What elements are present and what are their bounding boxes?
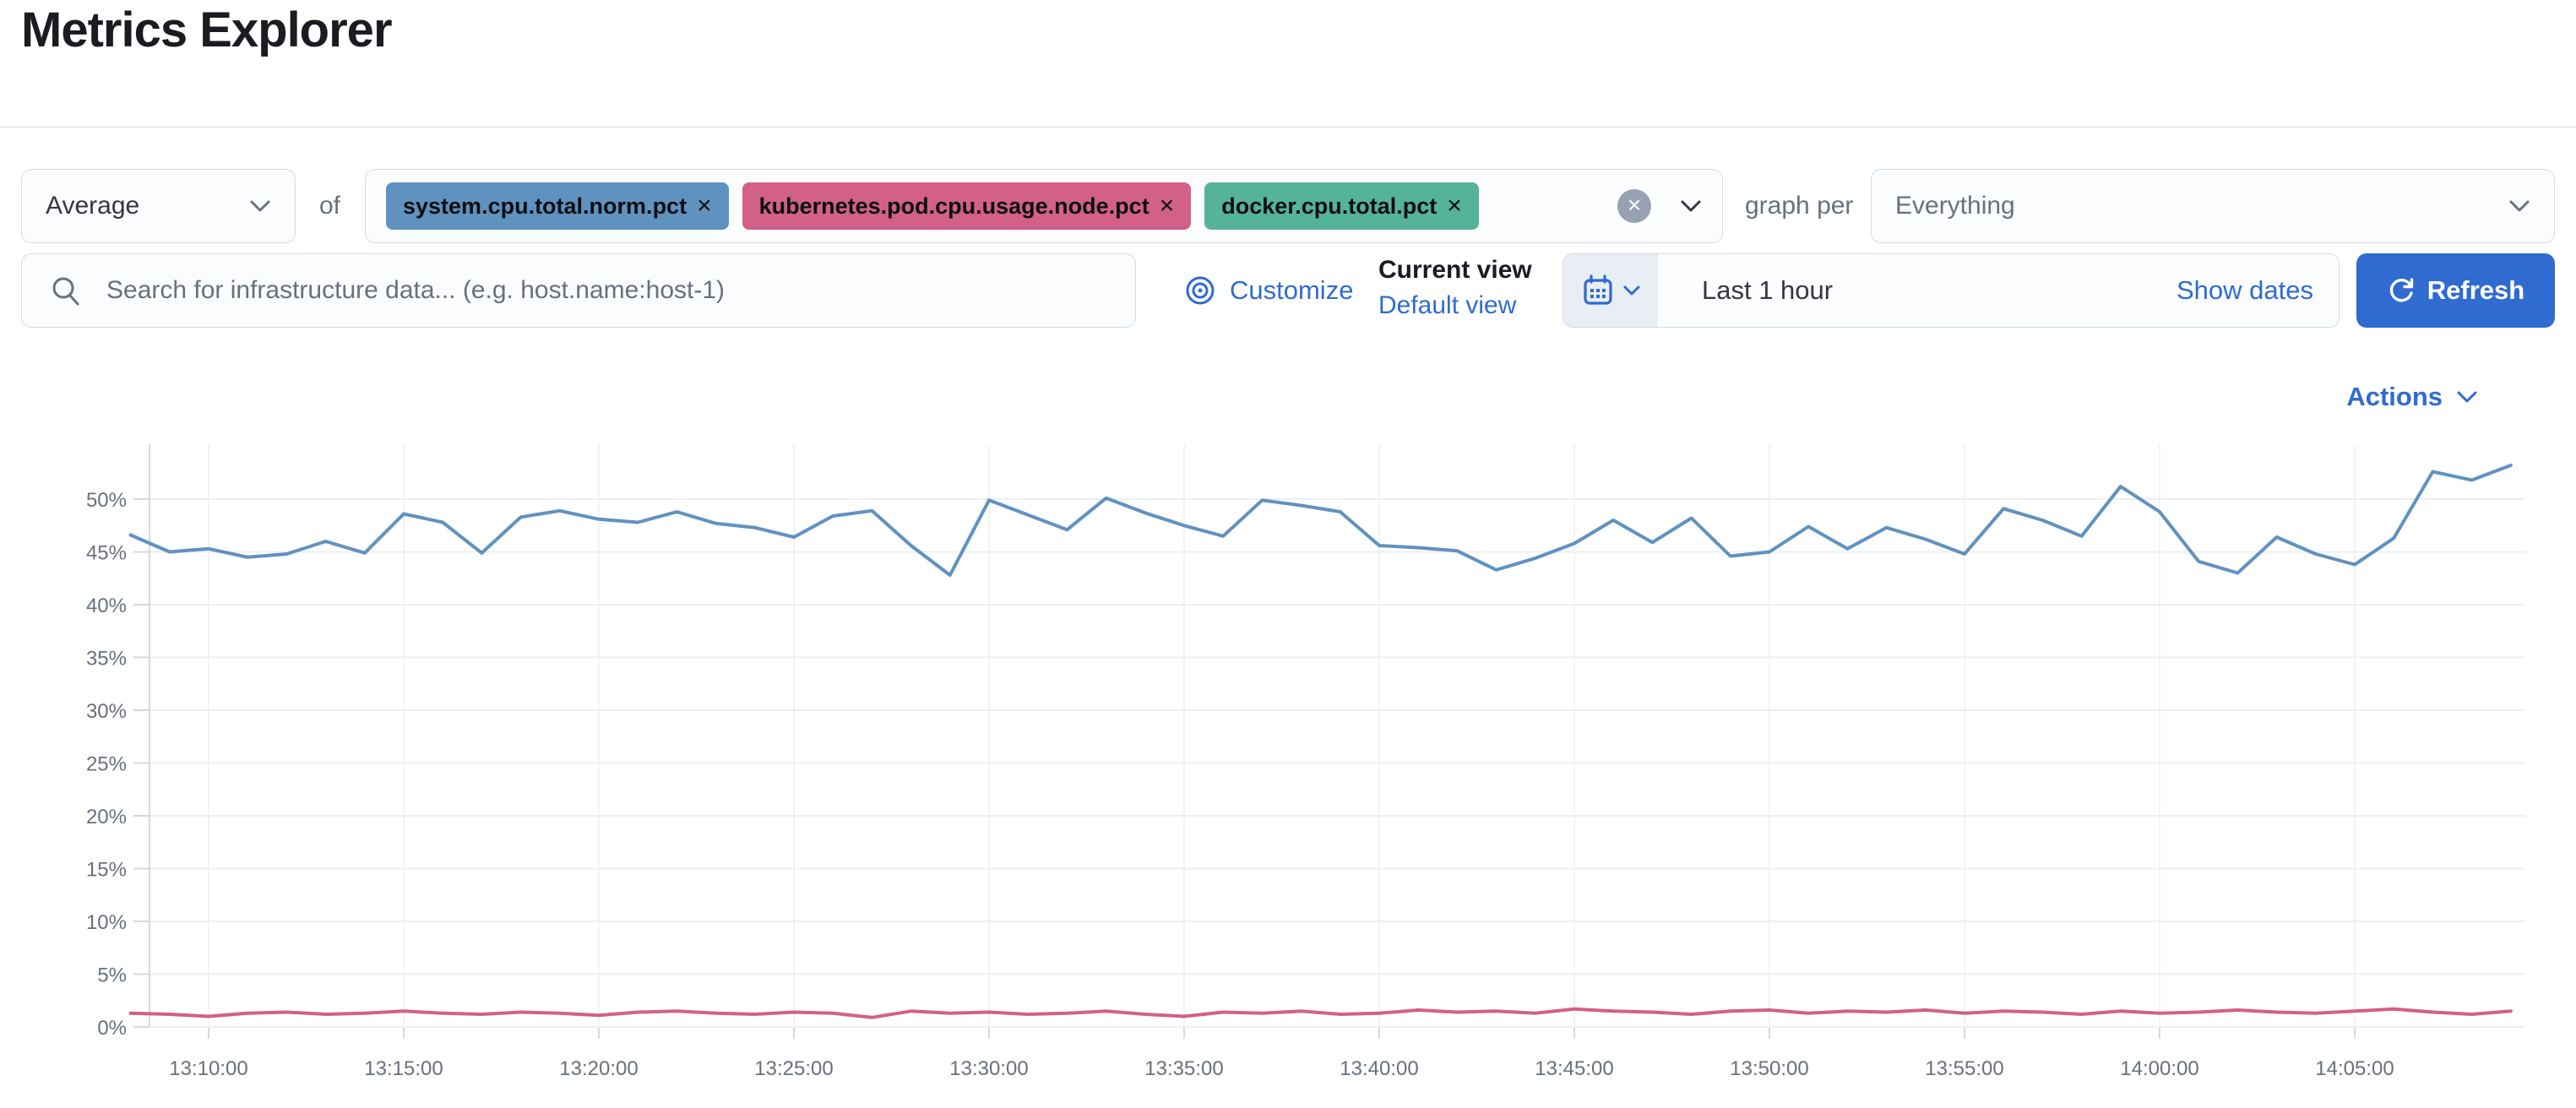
group-by-value: Everything bbox=[1895, 192, 2015, 220]
svg-text:45%: 45% bbox=[86, 542, 127, 565]
metric-pill[interactable]: docker.cpu.total.pct × bbox=[1204, 182, 1479, 230]
actions-menu-button[interactable]: Actions bbox=[2346, 382, 2478, 412]
svg-text:10%: 10% bbox=[86, 911, 127, 934]
metric-pill-label: kubernetes.pod.cpu.usage.node.pct bbox=[758, 193, 1149, 219]
metric-pill[interactable]: kubernetes.pod.cpu.usage.node.pct × bbox=[742, 182, 1192, 230]
svg-text:13:20:00: 13:20:00 bbox=[559, 1057, 638, 1080]
customize-button[interactable]: Customize bbox=[1184, 253, 1353, 328]
svg-text:13:10:00: 13:10:00 bbox=[169, 1057, 247, 1080]
metric-pill-label: system.cpu.total.norm.pct bbox=[403, 193, 687, 219]
group-by-select[interactable]: Everything bbox=[1871, 169, 2555, 243]
metric-pill-label: docker.cpu.total.pct bbox=[1221, 193, 1437, 219]
remove-metric-icon[interactable]: × bbox=[1159, 192, 1175, 220]
time-range-picker: Last 1 hour Show dates bbox=[1562, 253, 2340, 328]
aggregation-select[interactable]: Average bbox=[21, 169, 296, 243]
show-dates-button[interactable]: Show dates bbox=[2177, 275, 2313, 305]
svg-text:14:05:00: 14:05:00 bbox=[2315, 1057, 2394, 1080]
svg-text:13:45:00: 13:45:00 bbox=[1535, 1057, 1613, 1080]
svg-text:13:25:00: 13:25:00 bbox=[754, 1057, 833, 1080]
eye-icon bbox=[1186, 276, 1215, 305]
svg-text:13:30:00: 13:30:00 bbox=[949, 1057, 1028, 1080]
aggregation-value: Average bbox=[46, 192, 140, 220]
refresh-label: Refresh bbox=[2427, 275, 2525, 305]
chevron-down-icon bbox=[1623, 285, 1640, 295]
svg-text:40%: 40% bbox=[86, 595, 127, 617]
refresh-icon bbox=[2389, 278, 2413, 302]
metrics-combobox[interactable]: system.cpu.total.norm.pct × kubernetes.pod… bbox=[365, 169, 1723, 243]
graph-per-label: graph per bbox=[1745, 192, 1854, 220]
svg-text:20%: 20% bbox=[86, 806, 127, 828]
time-range-value[interactable]: Last 1 hour bbox=[1702, 275, 1834, 305]
remove-metric-icon[interactable]: × bbox=[697, 192, 712, 220]
header-divider bbox=[0, 127, 2576, 128]
svg-text:35%: 35% bbox=[86, 648, 127, 671]
svg-text:5%: 5% bbox=[97, 964, 127, 987]
quick-select-button[interactable] bbox=[1563, 254, 1658, 327]
customize-label: Customize bbox=[1230, 275, 1354, 305]
chevron-down-icon bbox=[2509, 200, 2530, 212]
svg-text:25%: 25% bbox=[86, 753, 127, 776]
svg-text:13:35:00: 13:35:00 bbox=[1144, 1057, 1223, 1080]
of-label: of bbox=[319, 192, 341, 220]
svg-text:13:50:00: 13:50:00 bbox=[1730, 1057, 1808, 1080]
search-input[interactable] bbox=[21, 253, 1136, 328]
metric-pill[interactable]: system.cpu.total.norm.pct × bbox=[386, 182, 729, 230]
chevron-down-icon bbox=[2457, 391, 2477, 403]
series-line-kubernetes.pod.cpu.usage.node.pct bbox=[128, 1007, 2513, 1019]
metrics-line-chart[interactable]: 13:10:00 13:15:00 13:20:00 13:25:00 13:30:00… bbox=[0, 422, 2576, 1108]
svg-text:13:40:00: 13:40:00 bbox=[1340, 1057, 1418, 1080]
saved-view-name-link[interactable]: Default view bbox=[1378, 291, 1517, 319]
series-line-system.cpu.total.norm.pct bbox=[128, 464, 2513, 577]
svg-text:50%: 50% bbox=[86, 489, 127, 512]
refresh-button[interactable]: Refresh bbox=[2356, 253, 2555, 328]
metric-pill-list: system.cpu.total.norm.pct × kubernetes.pod… bbox=[386, 182, 1479, 230]
actions-label: Actions bbox=[2346, 382, 2443, 411]
chevron-down-icon[interactable] bbox=[1680, 199, 1702, 213]
remove-metric-icon[interactable]: × bbox=[1447, 192, 1462, 220]
search-field-wrap bbox=[21, 253, 1136, 328]
svg-text:14:00:00: 14:00:00 bbox=[2120, 1057, 2198, 1080]
svg-text:15%: 15% bbox=[86, 859, 127, 882]
page-title: Metrics Explorer bbox=[21, 3, 393, 57]
svg-text:30%: 30% bbox=[86, 700, 127, 723]
svg-text:13:55:00: 13:55:00 bbox=[1925, 1057, 2003, 1080]
current-view-label: Current view bbox=[1378, 256, 1532, 284]
search-icon bbox=[52, 277, 79, 306]
clear-metrics-icon[interactable]: × bbox=[1617, 189, 1651, 223]
calendar-icon bbox=[1584, 274, 1612, 305]
svg-text:0%: 0% bbox=[97, 1017, 127, 1040]
saved-view-block: Current view Default view bbox=[1378, 256, 1539, 320]
svg-text:13:15:00: 13:15:00 bbox=[364, 1057, 443, 1080]
chevron-down-icon bbox=[250, 200, 270, 212]
